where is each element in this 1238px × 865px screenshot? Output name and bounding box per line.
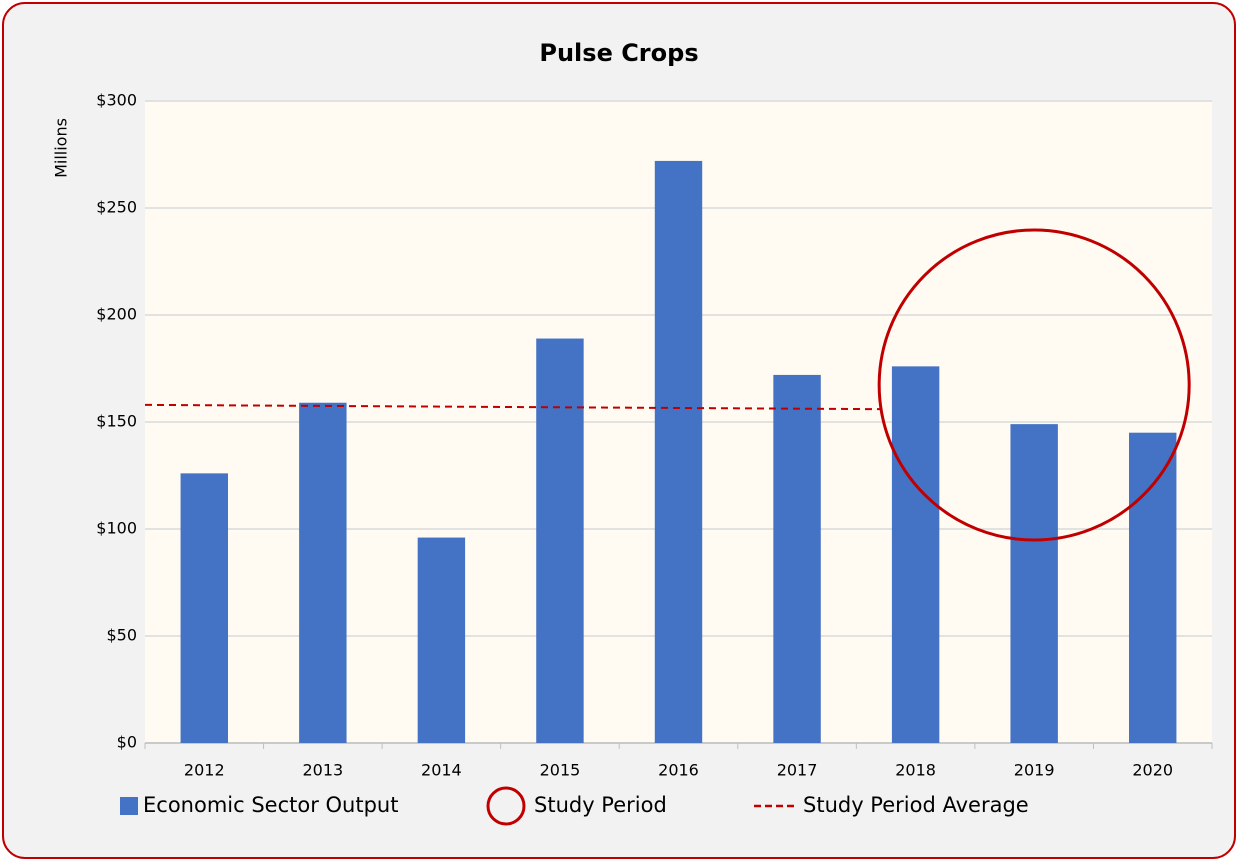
bar bbox=[773, 374, 821, 743]
y-tick-label: $100 bbox=[96, 519, 137, 538]
x-tick-label: 2018 bbox=[895, 761, 936, 780]
highlight-circle bbox=[877, 228, 1191, 542]
legend-label: Study Period Average bbox=[803, 793, 1029, 817]
average-line bbox=[144, 403, 881, 411]
x-tick-label: 2015 bbox=[540, 761, 581, 780]
bar bbox=[299, 402, 347, 743]
x-tick-label: 2013 bbox=[302, 761, 343, 780]
y-tick-label: $0 bbox=[117, 733, 137, 752]
y-tick-label: $50 bbox=[106, 626, 137, 645]
bar bbox=[1010, 424, 1058, 743]
bar bbox=[1129, 432, 1177, 743]
bar bbox=[536, 338, 584, 743]
legend-swatch bbox=[486, 786, 526, 826]
bar bbox=[180, 473, 228, 743]
x-tick-label: 2012 bbox=[184, 761, 225, 780]
x-tick-label: 2014 bbox=[421, 761, 462, 780]
x-tick-label: 2019 bbox=[1014, 761, 1055, 780]
y-tick-label: $250 bbox=[96, 198, 137, 217]
x-tick-label: 2017 bbox=[777, 761, 818, 780]
y-tick-label: $300 bbox=[96, 91, 137, 110]
bar bbox=[891, 366, 940, 743]
bar bbox=[417, 537, 466, 743]
y-tick-label: $150 bbox=[96, 412, 137, 431]
x-tick-label: 2016 bbox=[658, 761, 699, 780]
legend-label: Study Period bbox=[534, 793, 667, 817]
y-axis-label: Millions bbox=[52, 118, 71, 178]
y-tick-label: $200 bbox=[96, 305, 137, 324]
chart-title: Pulse Crops bbox=[539, 39, 698, 67]
bar bbox=[654, 160, 703, 744]
x-tick-label: 2020 bbox=[1132, 761, 1173, 780]
legend-swatch bbox=[120, 797, 138, 815]
legend-label: Economic Sector Output bbox=[143, 793, 398, 817]
